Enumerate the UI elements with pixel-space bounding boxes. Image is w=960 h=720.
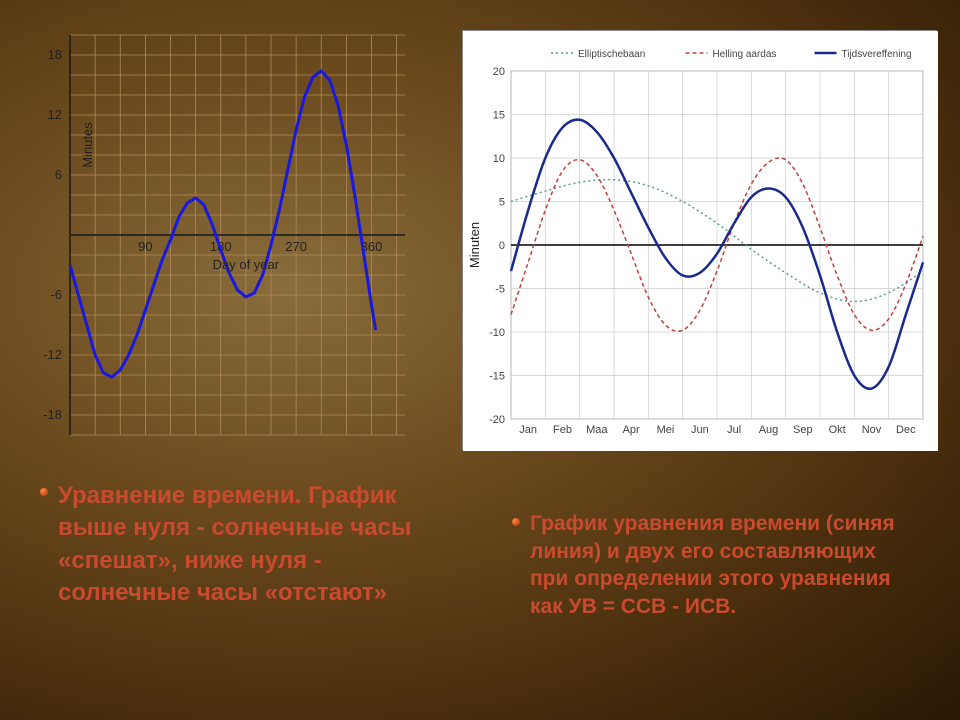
svg-text:-18: -18 [43,407,62,422]
svg-text:18: 18 [48,47,62,62]
svg-text:Minuten: Minuten [467,222,482,268]
svg-text:12: 12 [48,107,62,122]
svg-text:6: 6 [55,167,62,182]
svg-text:270: 270 [285,239,307,254]
svg-text:-20: -20 [489,414,505,426]
equation-components-chart: Elliptischebaan Helling aardas Tijdsvereff… [462,30,937,450]
svg-text:15: 15 [493,110,505,122]
svg-text:Okt: Okt [829,424,846,436]
svg-text:-15: -15 [489,371,505,383]
svg-text:Tijdsvereffening: Tijdsvereffening [842,49,912,60]
svg-text:Jan: Jan [519,424,537,436]
svg-text:5: 5 [499,197,505,209]
svg-text:Jul: Jul [727,424,741,436]
svg-text:Sep: Sep [793,424,813,436]
svg-text:0: 0 [499,240,505,252]
svg-text:Mei: Mei [657,424,675,436]
svg-text:Elliptischebaan: Elliptischebaan [578,49,645,60]
bullet-icon [40,488,48,496]
svg-text:-12: -12 [43,347,62,362]
svg-text:10: 10 [493,153,505,165]
svg-text:-6: -6 [50,287,62,302]
svg-text:Apr: Apr [623,424,640,436]
svg-text:-10: -10 [489,327,505,339]
caption-left: Уравнение времени. График выше нуля - со… [58,480,428,610]
svg-text:Jun: Jun [691,424,709,436]
svg-text:Dec: Dec [896,424,916,436]
svg-text:Day of year: Day of year [213,257,280,272]
svg-text:Minutes: Minutes [80,122,95,168]
svg-text:Feb: Feb [553,424,572,436]
svg-text:Aug: Aug [759,424,779,436]
caption-right: График уравнения времени (синяя линия) и… [530,510,910,621]
svg-text:Helling aardas: Helling aardas [713,49,777,60]
bullet-icon [512,518,520,526]
svg-text:Maa: Maa [586,424,608,436]
svg-text:Nov: Nov [862,424,882,436]
svg-text:20: 20 [493,66,505,78]
equation-of-time-chart: -18-12-66121890180270360 Day of year Min… [18,20,420,450]
svg-text:-5: -5 [495,284,505,296]
svg-text:90: 90 [138,239,152,254]
